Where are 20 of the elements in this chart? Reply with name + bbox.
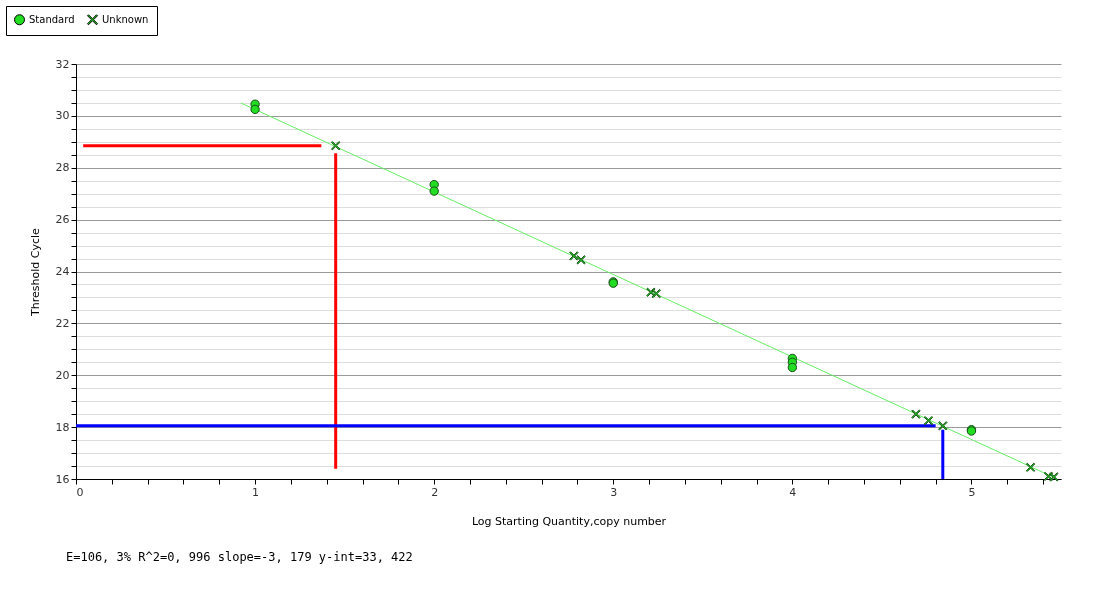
y-tick-label: 20 [55,368,70,382]
y-tick-label: 30 [55,109,70,123]
x-tick-label: 5 [968,485,976,499]
x-tick-label: 1 [252,485,260,499]
legend-label: Standard [29,13,75,25]
legend-label: Unknown [102,13,149,25]
y-tick-label: 32 [55,57,70,71]
x-tick-label: 3 [610,485,618,499]
x-tick-label: 4 [789,485,797,499]
text: E=106, 3% R^2=0, 996 slope=-3, 179 y-int=33, 422 [66,550,413,564]
y-tick-label: 24 [55,265,70,278]
y-tick-label: 28 [55,161,70,175]
y-axis-title: Threshold Cycle [28,227,42,317]
x-tick-label: 0 [76,485,84,499]
y-tick-label: 22 [55,316,70,330]
x-tick-label: 2 [431,485,439,499]
x-axis-title: Log Starting Quantity,copy number [471,514,667,528]
y-tick-label: 18 [55,420,70,434]
y-tick-label: 16 [55,472,70,486]
y-tick-label: 26 [55,213,70,227]
